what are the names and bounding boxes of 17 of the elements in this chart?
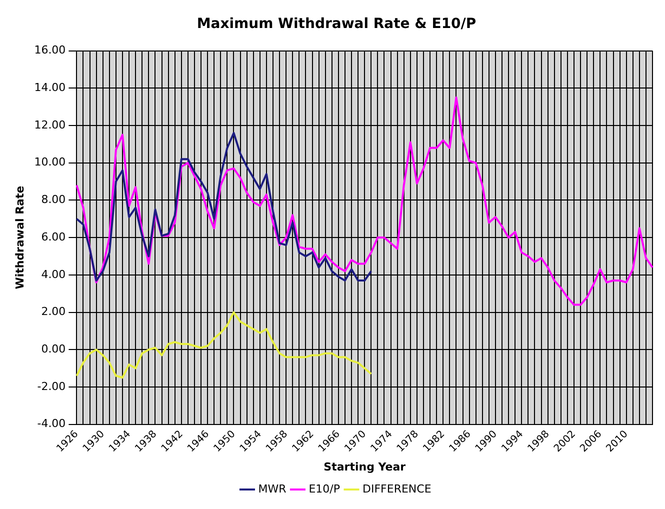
x-axis-title: Starting Year	[324, 460, 406, 474]
legend-label: DIFFERENCE	[362, 482, 432, 496]
legend-label: MWR	[258, 482, 287, 496]
y-tick-label: 10.00	[34, 156, 66, 169]
y-tick-label: 8.00	[41, 193, 66, 206]
y-tick-label: 4.00	[41, 268, 66, 281]
y-axis-title: Withdrawal Rate	[13, 186, 26, 290]
y-tick-label: 0.00	[41, 342, 66, 356]
y-tick-label: 16.00	[34, 44, 66, 57]
legend-label: E10/P	[308, 482, 340, 496]
chart-title: Maximum Withdrawal Rate & E10/P	[196, 16, 476, 32]
y-tick-label: 2.00	[41, 305, 66, 318]
y-tick-label: 14.00	[34, 81, 66, 94]
y-tick-label: 12.00	[34, 118, 66, 132]
y-tick-label: 6.00	[41, 230, 66, 244]
y-tick-label: -2.00	[37, 380, 66, 393]
y-tick-label: -4.00	[37, 417, 66, 430]
